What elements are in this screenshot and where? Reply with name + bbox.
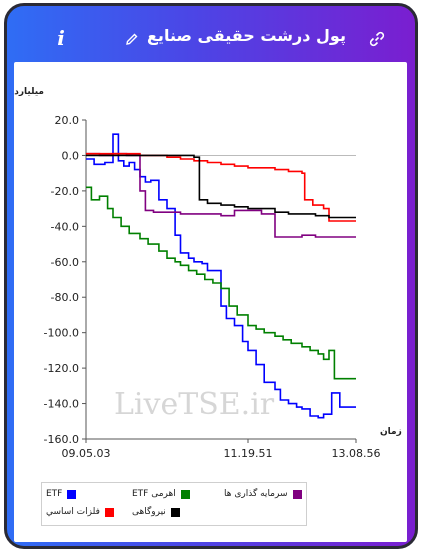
axes-group: 20.0 0.0 -20.0 -40.0 -60.0 -80.0 -100.0 -120.0 -…	[44, 114, 381, 460]
pencil-icon[interactable]	[125, 32, 139, 46]
series-line-1	[86, 186, 356, 380]
x-tick-label: 13.08.56	[332, 447, 381, 460]
legend-swatch	[170, 507, 180, 517]
series-group	[86, 133, 356, 419]
legend-swatch	[104, 507, 114, 517]
legend-swatch	[292, 489, 302, 499]
series-line-4	[86, 154, 356, 219]
legend: ETF اهرمی ETF سرمایه گذاری ها فلزات اساس…	[41, 482, 307, 526]
series-line-0	[86, 133, 356, 419]
page-title: پول درشت حقیقی صنایع	[147, 26, 346, 45]
legend-swatch	[67, 489, 77, 499]
line-chart: میلیارد تومان زمان LiveTSE.ir 20.0 0.0 -20…	[14, 87, 402, 460]
link-icon[interactable]	[369, 31, 385, 47]
card-header: i پول درشت حقیقی صنایع	[7, 6, 415, 68]
y-tick-label: -140.0	[44, 398, 79, 411]
legend-item-etf[interactable]: ETF	[46, 489, 77, 499]
legend-item-basic-metals[interactable]: فلزات اساسي	[46, 507, 114, 517]
legend-item-investments[interactable]: سرمایه گذاری ها	[224, 489, 302, 499]
chart-panel: میلیارد تومان زمان LiveTSE.ir 20.0 0.0 -20…	[14, 62, 407, 542]
info-icon[interactable]: i	[57, 26, 65, 50]
series-line-3	[86, 152, 356, 222]
y-tick-label: -80.0	[51, 291, 79, 304]
x-tick-label: 09.05.03	[62, 447, 111, 460]
y-tick-label: 20.0	[55, 114, 80, 127]
legend-item-leveraged-etf[interactable]: اهرمی ETF	[132, 489, 190, 499]
y-tick-label: -100.0	[44, 327, 79, 340]
y-tick-label: -120.0	[44, 362, 79, 375]
y-tick-label: 0.0	[62, 149, 80, 162]
legend-swatch	[180, 489, 190, 499]
y-tick-label: -40.0	[51, 220, 79, 233]
x-tick-label: 11.19.51	[224, 447, 273, 460]
y-tick-label: -160.0	[44, 433, 79, 446]
watermark: LiveTSE.ir	[114, 387, 275, 422]
y-tick-label: -60.0	[51, 256, 79, 269]
x-axis-label: زمان	[380, 427, 402, 437]
legend-item-power-plants[interactable]: نیروگاهی	[132, 507, 180, 517]
y-axis-label: میلیارد تومان	[14, 87, 44, 97]
y-tick-label: -20.0	[51, 185, 79, 198]
chart-card: i پول درشت حقیقی صنایع میلیارد تومان زما…	[4, 3, 418, 549]
